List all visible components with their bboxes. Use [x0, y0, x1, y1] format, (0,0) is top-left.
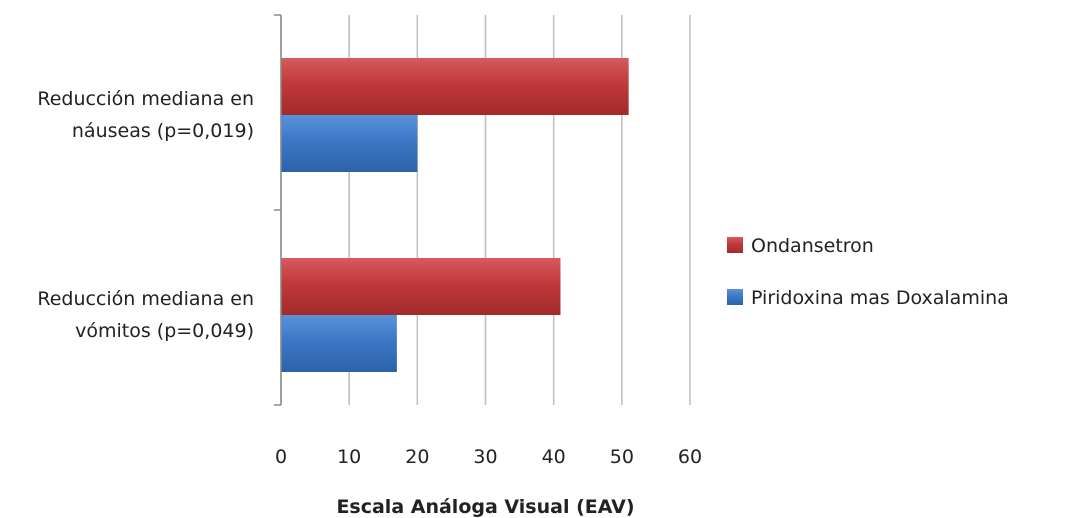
legend-label-piridoxina: Piridoxina mas Doxalamina [751, 287, 1009, 309]
category-label-1-line-1: vómitos (p=0,049) [75, 320, 254, 342]
legend-label-ondansetron: Ondansetron [751, 235, 874, 257]
category-label-0-line-0: Reducción mediana en [37, 88, 254, 110]
bar-piridoxina-cat-1 [281, 315, 397, 372]
bar-ondansetron-cat-0 [281, 58, 629, 115]
category-label-0-line-1: náuseas (p=0,019) [72, 120, 254, 142]
x-tick-label-20: 20 [405, 446, 429, 468]
legend: Ondansetron Piridoxina mas Doxalamina [727, 235, 1009, 309]
x-tick-labels: 0 10 20 30 40 50 60 [275, 446, 702, 468]
x-tick-label-10: 10 [337, 446, 361, 468]
category-label-1-line-0: Reducción mediana en [37, 288, 254, 310]
x-tick-label-40: 40 [542, 446, 566, 468]
bar-ondansetron-cat-1 [281, 258, 560, 315]
axes [274, 15, 281, 405]
x-axis-label: Escala Análoga Visual (EAV) [336, 496, 634, 518]
x-tick-label-0: 0 [275, 446, 287, 468]
x-tick-label-30: 30 [473, 446, 497, 468]
x-tick-label-60: 60 [678, 446, 702, 468]
bars [281, 58, 629, 372]
category-labels: Reducción mediana en náuseas (p=0,019) Red… [37, 88, 254, 342]
legend-swatch-ondansetron [727, 237, 743, 253]
bar-piridoxina-cat-0 [281, 115, 417, 172]
x-tick-label-50: 50 [610, 446, 634, 468]
legend-swatch-piridoxina [727, 289, 743, 305]
